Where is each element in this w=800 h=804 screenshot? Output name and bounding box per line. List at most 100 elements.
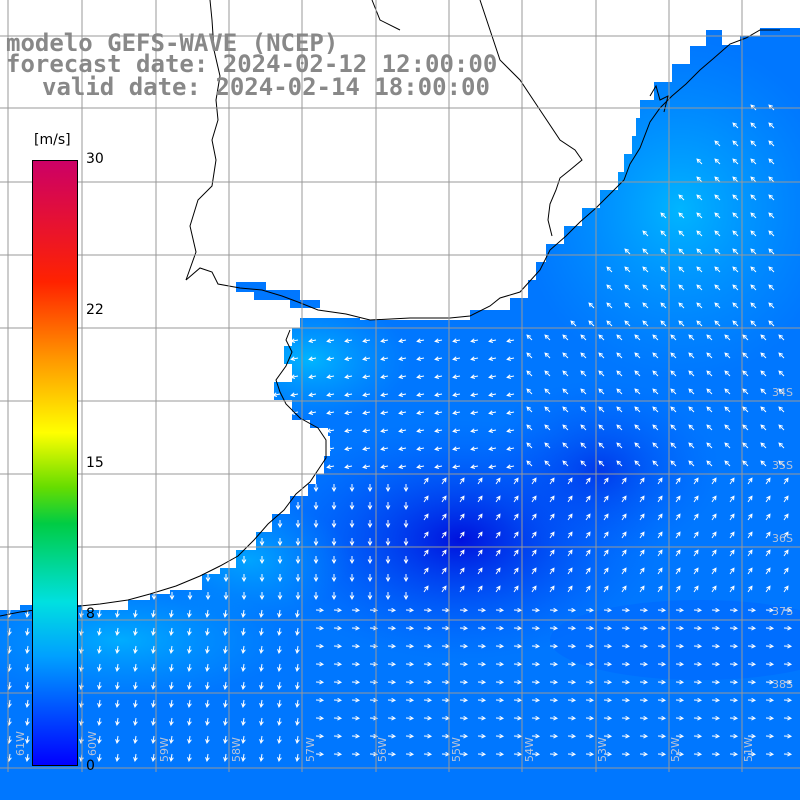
wind-arrow: [526, 442, 533, 449]
wind-arrow: [580, 460, 587, 467]
wind-arrow: [652, 370, 659, 377]
wind-arrow: [711, 513, 717, 521]
wind-arrow: [778, 406, 785, 413]
coastline: [0, 0, 780, 617]
wind-arrow: [621, 513, 627, 521]
wind-arrow: [714, 248, 721, 255]
wind-arrow: [567, 549, 573, 557]
wind-arrow: [380, 446, 389, 452]
wind-arrow: [549, 495, 555, 503]
wind-arrow: [513, 607, 523, 613]
wind-arrow: [313, 520, 319, 529]
wind-arrow: [634, 406, 641, 413]
wind-arrow: [657, 495, 663, 503]
wind-arrow: [349, 484, 355, 493]
wind-arrow: [403, 520, 409, 529]
wind-arrow: [259, 574, 265, 583]
wind-arrow: [732, 284, 739, 291]
wind-arrow: [642, 320, 649, 327]
wind-arrow: [459, 751, 469, 757]
wind-arrow: [513, 567, 519, 575]
wind-arrow: [452, 464, 461, 470]
wind-arrow: [765, 531, 771, 539]
wind-arrow: [729, 625, 739, 631]
wind-arrow: [385, 502, 391, 511]
wind-arrow: [783, 477, 789, 485]
wind-arrow: [706, 406, 713, 413]
wind-arrows: [7, 104, 793, 762]
wind-arrow: [714, 284, 721, 291]
wind-arrow: [333, 607, 343, 613]
wind-arrow: [488, 410, 497, 416]
wind-arrow: [434, 446, 443, 452]
wind-arrow: [25, 753, 30, 762]
wind-arrow: [495, 661, 505, 667]
wind-arrow: [693, 733, 703, 739]
wind-arrow: [747, 625, 757, 631]
wind-arrow: [765, 661, 775, 667]
wind-arrow: [526, 370, 533, 377]
wind-arrow: [459, 549, 465, 557]
wind-arrow: [513, 661, 523, 667]
wind-arrow: [624, 302, 631, 309]
wind-arrow: [603, 585, 609, 593]
wind-arrow: [367, 592, 373, 601]
wind-arrow: [603, 567, 609, 575]
wind-arrow: [729, 715, 739, 721]
wind-arrow: [315, 625, 325, 631]
wind-arrow: [750, 194, 757, 201]
wind-arrow: [711, 531, 717, 539]
wind-arrow: [693, 607, 703, 613]
wind-arrow: [531, 531, 537, 539]
wind-arrow: [639, 585, 645, 593]
wind-arrow: [187, 645, 192, 654]
wind-arrow: [416, 356, 425, 362]
wind-arrow: [693, 549, 699, 557]
wind-arrow: [495, 607, 505, 613]
wind-arrow: [688, 442, 695, 449]
wind-arrow: [693, 679, 703, 685]
wind-arrow: [603, 625, 613, 631]
wind-arrow: [308, 374, 317, 380]
wind-arrow: [621, 715, 631, 721]
wind-arrow: [295, 609, 300, 618]
wind-arrow: [729, 549, 735, 557]
wind-arrow: [670, 370, 677, 377]
wind-arrow: [765, 607, 775, 613]
wind-arrow: [621, 585, 627, 593]
wind-arrow: [367, 574, 373, 583]
wind-arrow: [241, 699, 246, 708]
wind-arrow: [259, 663, 264, 672]
wind-arrow: [750, 284, 757, 291]
wind-arrow: [115, 681, 120, 690]
wind-arrow: [488, 428, 497, 434]
wind-arrow: [616, 406, 623, 413]
wind-arrow: [423, 585, 429, 593]
wind-arrow: [652, 460, 659, 467]
wind-arrow: [526, 424, 533, 431]
colorbar-tick: 30: [86, 151, 104, 167]
wind-arrow: [747, 567, 753, 575]
latitude-labels: 34S 35S 36S 37S 38S: [772, 386, 793, 691]
wind-arrow: [169, 663, 174, 672]
wind-arrow: [567, 643, 577, 649]
wind-arrow: [223, 699, 228, 708]
wind-arrow: [711, 585, 717, 593]
wind-arrow: [344, 374, 353, 380]
wind-arrow: [97, 717, 102, 726]
wind-arrow: [187, 663, 192, 672]
wind-arrow: [241, 645, 246, 654]
wind-arrow: [696, 176, 703, 183]
wind-arrow: [616, 370, 623, 377]
wind-arrow: [295, 663, 300, 672]
wind-arrow: [567, 715, 577, 721]
wind-arrow: [526, 406, 533, 413]
wind-arrow: [434, 374, 443, 380]
wind-arrow: [778, 334, 785, 341]
wind-arrow: [693, 643, 703, 649]
wind-arrow: [729, 531, 735, 539]
wind-arrow: [714, 158, 721, 165]
wind-arrow: [724, 388, 731, 395]
wind-arrow: [768, 194, 775, 201]
wind-arrow: [434, 338, 443, 344]
